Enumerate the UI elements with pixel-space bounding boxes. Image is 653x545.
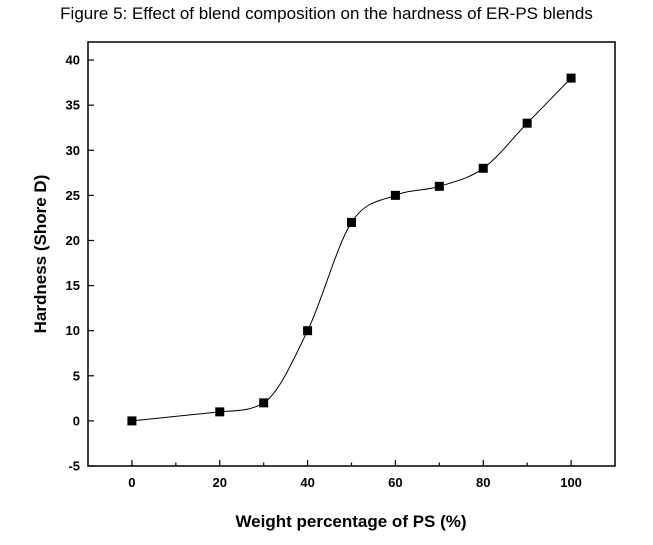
x-tick-label: 40	[300, 475, 314, 490]
y-tick-label: 20	[66, 233, 80, 248]
data-point	[259, 398, 269, 408]
y-tick-label: 25	[66, 188, 80, 203]
y-tick-label: -5	[68, 459, 80, 474]
plot-frame	[87, 41, 616, 467]
y-tick-label: 30	[66, 143, 80, 158]
y-tick-label: 35	[66, 98, 80, 113]
series-line	[131, 77, 572, 422]
x-tick-label: 60	[388, 475, 402, 490]
data-markers	[127, 73, 576, 426]
y-tick-label: 40	[66, 53, 80, 68]
data-point	[478, 163, 488, 173]
data-point	[215, 407, 225, 417]
chart-title: Figure 5: Effect of blend composition on…	[60, 4, 593, 23]
data-point	[390, 190, 400, 200]
x-tick-label: 20	[213, 475, 227, 490]
data-point	[127, 416, 137, 426]
data-point	[522, 118, 532, 128]
data-point	[434, 181, 444, 191]
x-tick-label: 80	[476, 475, 490, 490]
y-tick-label: 10	[66, 323, 80, 338]
data-point	[347, 217, 356, 227]
y-axis: -5 0 5 10 15 20 25 30 35 40	[66, 53, 94, 474]
x-axis: 0 20 40 60 80 100	[128, 460, 582, 490]
y-tick-label: 15	[66, 278, 80, 293]
x-axis-title: Weight percentage of PS (%)	[235, 512, 466, 531]
y-tick-label: 0	[73, 413, 80, 428]
y-axis-title: Hardness (Shore D)	[31, 175, 50, 334]
x-tick-label: 100	[560, 475, 582, 490]
x-tick-label: 0	[128, 475, 135, 490]
y-tick-label: 5	[73, 368, 80, 383]
data-point	[303, 326, 313, 336]
data-point	[566, 73, 576, 83]
